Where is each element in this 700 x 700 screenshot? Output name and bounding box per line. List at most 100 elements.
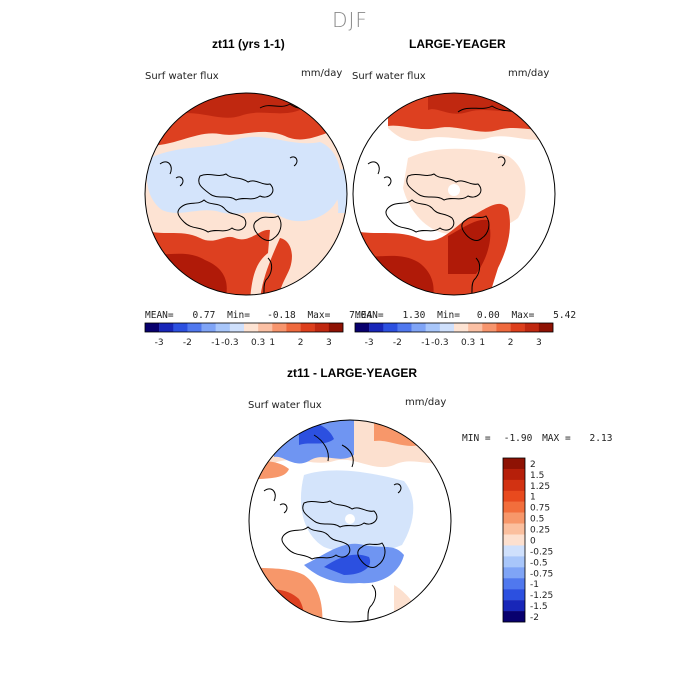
colorbar-panel-2-swatch-7 — [454, 323, 469, 332]
colorbar-difference-tick-label-13: -1.5 — [530, 602, 548, 612]
colorbar-panel-1-tick-label-6: 2 — [298, 338, 304, 348]
colorbar-difference-tick-label-2: 1.25 — [530, 482, 550, 492]
panel-3-title: zt11 - LARGE-YEAGER — [287, 366, 418, 380]
colorbar-panel-2-tick-label-6: 2 — [508, 338, 514, 348]
colorbar-panel-1-swatch-6 — [229, 323, 245, 332]
figure-season-title: DJF — [332, 8, 368, 32]
colorbar-panel-1: -3 -2 -1 -0.3 0.3 1 2 3 — [144, 322, 344, 348]
colorbar-difference-swatch-7 — [503, 534, 525, 546]
colorbar-panel-2-swatch-5 — [425, 323, 441, 332]
panel-1-max-label: Max= — [307, 310, 331, 321]
colorbar-panel-2-tick-label-1: -2 — [393, 338, 402, 348]
panel-3-min-value: -1.90 — [503, 433, 533, 444]
colorbar-panel-1-swatch-10 — [286, 323, 301, 332]
panel-2-max-label: Max= — [511, 310, 535, 321]
colorbar-difference: 21.51.2510.750.50.250-0.25-0.5-0.75-1-1.… — [502, 457, 553, 623]
colorbar-difference-tick-label-11: -1 — [530, 580, 539, 590]
colorbar-difference-swatch-14 — [503, 611, 525, 623]
panel-2-min-label: Min= — [437, 310, 460, 321]
colorbar-difference-swatch-4 — [503, 501, 525, 513]
colorbar-panel-2-swatch-1 — [369, 323, 384, 332]
colorbar-panel-1-swatch-5 — [215, 323, 231, 332]
panel-3-stats: MIN = -1.90 MAX = 2.13 — [462, 433, 612, 444]
panel-1-mean-label: MEAN= — [145, 310, 174, 321]
panel-1-mean-value: 0.77 — [192, 310, 216, 321]
colorbar-panel-1-swatch-0 — [145, 323, 160, 332]
colorbar-difference-tick-label-14: -2 — [530, 613, 539, 623]
colorbar-difference-swatch-3 — [503, 490, 525, 502]
colorbar-panel-2-tick-label-3: -0.3 — [431, 338, 449, 348]
colorbar-panel-2-swatch-3 — [397, 323, 412, 332]
map-panel-1 — [144, 92, 348, 296]
colorbar-panel-2-swatch-9 — [482, 323, 497, 332]
colorbar-difference-tick-label-9: -0.5 — [530, 558, 548, 568]
colorbar-panel-2-swatch-8 — [468, 323, 483, 332]
colorbar-panel-1-swatch-12 — [314, 323, 330, 332]
colorbar-difference-tick-label-0: 2 — [530, 460, 536, 470]
colorbar-difference-swatch-10 — [503, 567, 525, 579]
colorbar-difference-tick-label-8: -0.25 — [530, 547, 553, 557]
colorbar-difference-swatch-0 — [503, 458, 525, 470]
colorbar-panel-2-swatch-2 — [383, 323, 398, 332]
panel-2-variable-label: Surf water flux — [352, 71, 426, 82]
colorbar-panel-1-tick-label-4: 0.3 — [251, 338, 265, 348]
colorbar-difference-tick-label-10: -0.75 — [530, 569, 553, 579]
panel-3-max-value: 2.13 — [589, 433, 613, 444]
panel-2-stats: MEAN= 1.30 Min= 0.00 Max= 5.42 — [355, 310, 576, 321]
colorbar-difference-swatch-1 — [503, 468, 525, 481]
panel-1-title: zt11 (yrs 1-1) — [212, 37, 285, 51]
colorbar-panel-2: -3 -2 -1 -0.3 0.3 1 2 3 — [354, 322, 554, 348]
colorbar-difference-tick-label-5: 0.5 — [530, 515, 544, 525]
colorbar-panel-1-swatch-9 — [272, 323, 287, 332]
panel-1-min-value: -0.18 — [267, 310, 296, 321]
colorbar-panel-1-tick-label-0: -3 — [155, 338, 164, 348]
colorbar-panel-2-swatch-4 — [411, 323, 426, 332]
colorbar-difference-tick-label-4: 0.75 — [530, 504, 550, 514]
panel-3-max-label: MAX = — [542, 433, 571, 444]
colorbar-panel-2-swatch-6 — [439, 323, 455, 332]
colorbar-difference-swatch-2 — [503, 479, 525, 491]
map-panel-3-difference — [248, 419, 452, 623]
panel-2-max-value: 5.42 — [553, 310, 577, 321]
panel-3-units-label: mm/day — [405, 397, 447, 408]
colorbar-panel-1-border — [144, 322, 344, 333]
panel-2-title: LARGE-YEAGER — [409, 37, 506, 51]
colorbar-difference-swatch-8 — [503, 545, 525, 557]
colorbar-panel-2-swatch-10 — [496, 323, 511, 332]
colorbar-difference-tick-label-3: 1 — [530, 493, 536, 503]
colorbar-panel-1-swatch-11 — [300, 323, 315, 332]
colorbar-difference-tick-label-12: -1.25 — [530, 591, 553, 601]
colorbar-difference-border — [502, 457, 526, 623]
colorbar-panel-2-tick-label-7: 3 — [536, 338, 542, 348]
colorbar-panel-2-tick-label-5: 1 — [479, 338, 485, 348]
colorbar-difference-tick-label-6: 0.25 — [530, 526, 550, 536]
colorbar-difference-swatch-5 — [503, 512, 525, 524]
panel-2-units-label: mm/day — [508, 68, 550, 79]
colorbar-panel-2-tick-label-4: 0.3 — [461, 338, 475, 348]
colorbar-difference-swatch-11 — [503, 578, 525, 590]
colorbar-panel-2-swatch-13 — [538, 323, 554, 332]
panel-2-mean-value: 1.30 — [402, 310, 426, 321]
panel-1-variable-label: Surf water flux — [145, 71, 219, 82]
colorbar-panel-1-swatch-13 — [328, 323, 344, 332]
colorbar-panel-1-tick-label-3: -0.3 — [221, 338, 239, 348]
colorbar-panel-1-tick-label-7: 3 — [326, 338, 332, 348]
colorbar-difference-swatch-6 — [503, 523, 525, 535]
panel-1-stats: MEAN= 0.77 Min= -0.18 Max= 7.04 — [145, 310, 372, 321]
panel-1-max-value: 7.04 — [349, 310, 373, 321]
colorbar-panel-1-tick-label-5: 1 — [269, 338, 275, 348]
colorbar-panel-2-swatch-0 — [355, 323, 370, 332]
colorbar-difference-tick-label-1: 1.5 — [530, 471, 544, 481]
colorbar-panel-2-swatch-11 — [510, 323, 525, 332]
panel-2-min-value: 0.00 — [476, 310, 500, 321]
panel-1-units-label: mm/day — [301, 68, 343, 79]
colorbar-panel-2-tick-label-2: -1 — [421, 338, 430, 348]
colorbar-panel-1-swatch-3 — [187, 323, 202, 332]
colorbar-difference-swatch-9 — [503, 556, 525, 568]
colorbar-panel-2-border — [354, 322, 554, 333]
colorbar-panel-1-tick-label-1: -2 — [183, 338, 192, 348]
colorbar-panel-1-swatch-8 — [258, 323, 273, 332]
panel-3-variable-label: Surf water flux — [248, 400, 322, 411]
colorbar-panel-1-tick-label-2: -1 — [211, 338, 220, 348]
colorbar-panel-1-swatch-1 — [159, 323, 174, 332]
